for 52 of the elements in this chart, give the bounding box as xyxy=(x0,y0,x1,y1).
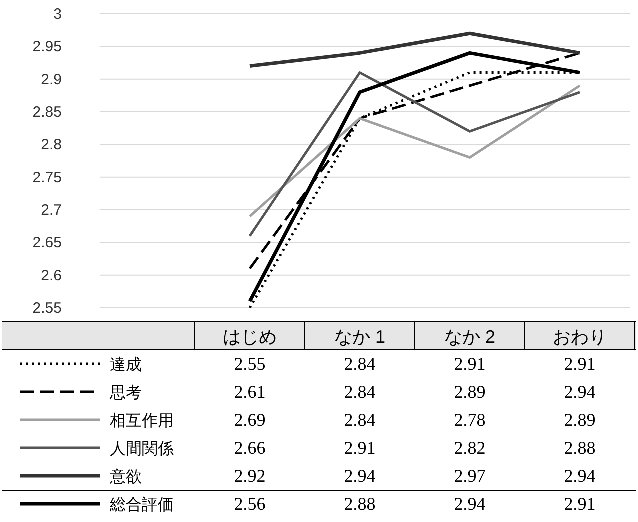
data-label: 2.89 xyxy=(564,410,596,430)
data-label: 2.82 xyxy=(454,438,486,458)
y-tick-label: 2.8 xyxy=(41,136,62,154)
data-label: 2.88 xyxy=(344,494,376,514)
legend-item: 総合評価 xyxy=(20,497,174,514)
legend-item: 意欲 xyxy=(20,469,142,486)
data-label: 2.91 xyxy=(344,438,376,458)
data-label: 2.94 xyxy=(454,494,486,514)
y-tick-label: 2.55 xyxy=(32,300,62,317)
x-tick-label: なか 2 xyxy=(444,327,496,347)
legend-label: 相互作用 xyxy=(110,412,174,430)
x-tick-label: なか 1 xyxy=(334,327,386,347)
legend-label: 総合評価 xyxy=(109,496,174,514)
y-tick-label: 2.95 xyxy=(32,38,62,56)
data-label: 2.91 xyxy=(564,354,596,374)
data-label: 2.56 xyxy=(234,494,266,514)
y-tick-label: 2.85 xyxy=(32,104,62,121)
data-label: 2.94 xyxy=(564,382,596,402)
y-tick-label: 2.9 xyxy=(41,71,62,88)
y-tick-label: 2.75 xyxy=(32,169,62,186)
data-label: 2.89 xyxy=(454,382,486,402)
y-tick-label: 3 xyxy=(54,6,62,23)
data-label: 2.94 xyxy=(564,466,596,486)
data-label: 2.94 xyxy=(344,466,376,486)
line-series xyxy=(248,72,582,238)
data-label: 2.84 xyxy=(344,410,376,430)
data-label: 2.78 xyxy=(454,410,486,430)
data-label: 2.91 xyxy=(454,354,486,374)
legend-item: 思考 xyxy=(20,385,142,402)
legend-item: 人間関係 xyxy=(20,441,174,458)
legend-label: 意欲 xyxy=(109,468,142,486)
data-label: 2.92 xyxy=(234,466,266,486)
y-tick-label: 2.7 xyxy=(41,202,62,219)
legend-item: 達成 xyxy=(20,357,142,374)
data-label: 2.66 xyxy=(234,438,266,458)
data-label: 2.97 xyxy=(454,466,486,486)
x-tick-label: おわり xyxy=(553,327,607,347)
data-label: 2.88 xyxy=(564,438,596,458)
data-label: 2.84 xyxy=(344,382,376,402)
data-label: 2.55 xyxy=(234,354,266,374)
line-series xyxy=(248,84,582,218)
y-tick-label: 2.65 xyxy=(32,234,62,252)
data-label: 2.84 xyxy=(344,354,376,374)
legend-label: 達成 xyxy=(110,356,142,374)
data-label: 2.61 xyxy=(234,382,266,402)
legend-item: 相互作用 xyxy=(20,413,174,430)
data-label: 2.91 xyxy=(564,494,596,514)
x-tick-label: はじめ xyxy=(223,327,277,347)
y-tick-label: 2.6 xyxy=(41,267,62,284)
legend-label: 思考 xyxy=(109,384,142,402)
legend-label: 人間関係 xyxy=(110,440,174,458)
data-label: 2.69 xyxy=(234,410,266,430)
